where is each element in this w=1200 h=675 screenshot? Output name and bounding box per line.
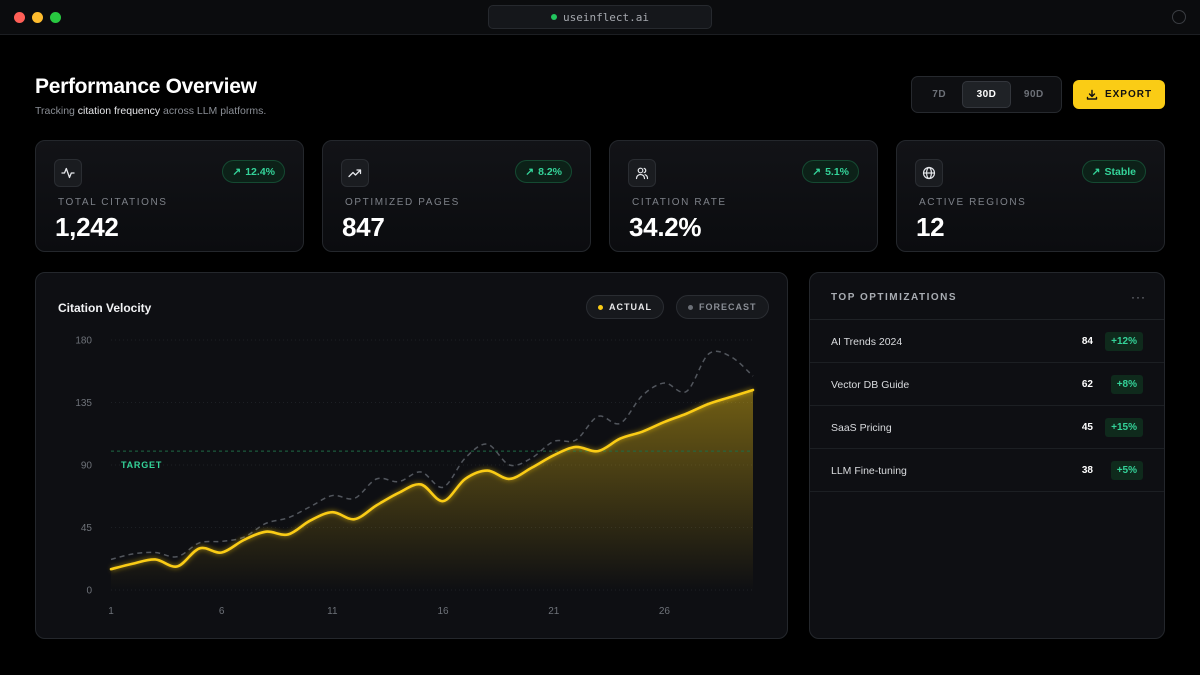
window-titlebar: useinflect.ai xyxy=(0,0,1200,35)
window-menu-icon[interactable] xyxy=(1172,10,1186,24)
page-subtitle: Tracking citation frequency across LLM p… xyxy=(35,105,267,117)
item-delta-badge: +12% xyxy=(1105,332,1143,351)
range-option-7d[interactable]: 7D xyxy=(932,89,947,100)
x-tick-label: 6 xyxy=(219,606,225,617)
stat-trend-badge: ↗ 8.2% xyxy=(515,160,572,183)
stat-value: 34.2% xyxy=(629,212,702,242)
actual-legend-dot xyxy=(598,304,603,310)
stat-card-active-regions: ↗ Stable ACTIVE REGIONS 12 xyxy=(896,140,1165,252)
arrow-up-right-icon: ↗ xyxy=(812,165,822,178)
item-name: Vector DB Guide xyxy=(831,379,910,391)
range-option-30d[interactable]: 30D xyxy=(962,81,1011,108)
list-item[interactable]: SaaS Pricing 45 +15% xyxy=(810,406,1164,449)
citation-velocity-panel: 0 45 90 135 180 1 6 11 16 21 26 TARGET Citation Vel… xyxy=(35,272,788,639)
list-item[interactable]: LLM Fine-tuning 38 +5% xyxy=(810,449,1164,492)
download-icon xyxy=(1086,89,1098,100)
stat-card-total-citations: ↗ 12.4% TOTAL CITATIONS 1,242 xyxy=(35,140,304,252)
list-item[interactable]: AI Trends 2024 84 +12% xyxy=(810,320,1164,363)
more-options-icon[interactable]: ··· xyxy=(1131,290,1146,304)
stat-trend-badge: ↗ Stable xyxy=(1081,160,1146,183)
x-tick-label: 26 xyxy=(659,606,671,617)
optimizations-list: AI Trends 2024 84 +12% Vector DB Guide 6… xyxy=(810,319,1164,492)
range-option-90d[interactable]: 90D xyxy=(1023,89,1044,100)
forecast-legend-dot xyxy=(688,304,693,310)
stat-card-optimized-pages: ↗ 8.2% OPTIMIZED PAGES 847 xyxy=(322,140,591,252)
item-delta-badge: +15% xyxy=(1105,418,1143,437)
panel-title: TOP OPTIMIZATIONS xyxy=(831,292,958,303)
export-button[interactable]: EXPORT xyxy=(1073,80,1165,109)
forecast-series-line xyxy=(110,350,754,561)
stat-card-citation-rate: ↗ 5.1% CITATION RATE 34.2% xyxy=(609,140,878,252)
activity-icon xyxy=(54,159,82,187)
arrow-up-right-icon: ↗ xyxy=(1091,165,1101,178)
x-tick-label: 11 xyxy=(327,606,338,617)
trending-up-icon xyxy=(341,159,369,187)
y-tick-label: 0 xyxy=(86,586,92,597)
users-icon xyxy=(628,159,656,187)
date-range-selector: 7D 30D 90D xyxy=(911,76,1062,113)
item-name: SaaS Pricing xyxy=(831,422,892,434)
address-bar[interactable]: useinflect.ai xyxy=(488,5,712,29)
stat-label: TOTAL CITATIONS xyxy=(58,197,168,208)
x-tick-label: 1 xyxy=(108,606,114,617)
maximize-window-button[interactable] xyxy=(50,12,61,23)
stat-trend-badge: ↗ 12.4% xyxy=(222,160,285,183)
target-label: TARGET xyxy=(121,460,162,470)
item-value: 38 xyxy=(1081,465,1093,476)
close-window-button[interactable] xyxy=(14,12,25,23)
y-tick-label: 180 xyxy=(75,336,92,347)
stat-label: ACTIVE REGIONS xyxy=(919,197,1027,208)
y-tick-label: 90 xyxy=(81,461,93,472)
address-url: useinflect.ai xyxy=(562,10,650,24)
actual-series-line xyxy=(109,388,755,571)
live-status-dot xyxy=(550,14,557,20)
y-tick-label: 45 xyxy=(81,523,93,534)
stat-value: 847 xyxy=(342,212,385,242)
item-name: AI Trends 2024 xyxy=(831,336,903,348)
minimize-window-button[interactable] xyxy=(32,12,43,23)
actual-area xyxy=(111,390,753,590)
item-value: 84 xyxy=(1081,336,1093,347)
x-tick-label: 16 xyxy=(438,606,450,617)
y-tick-label: 135 xyxy=(75,398,92,409)
stat-label: CITATION RATE xyxy=(632,197,727,208)
stat-trend-badge: ↗ 5.1% xyxy=(802,160,859,183)
item-name: LLM Fine-tuning xyxy=(831,465,907,477)
subtitle-highlight: citation frequency xyxy=(77,105,161,117)
legend-actual[interactable]: ACTUAL xyxy=(586,295,664,319)
globe-icon xyxy=(915,159,943,187)
legend-forecast[interactable]: FORECAST xyxy=(676,295,769,319)
list-item[interactable]: Vector DB Guide 62 +8% xyxy=(810,363,1164,406)
x-tick-label: 21 xyxy=(548,606,560,617)
stat-label: OPTIMIZED PAGES xyxy=(345,197,460,208)
top-optimizations-panel: TOP OPTIMIZATIONS ··· AI Trends 2024 84 … xyxy=(809,272,1165,639)
item-delta-badge: +8% xyxy=(1110,375,1143,394)
stat-value: 1,242 xyxy=(55,212,119,242)
arrow-up-right-icon: ↗ xyxy=(232,165,242,178)
item-value: 62 xyxy=(1081,379,1093,390)
item-delta-badge: +5% xyxy=(1110,461,1143,480)
arrow-up-right-icon: ↗ xyxy=(525,165,535,178)
item-value: 45 xyxy=(1081,422,1093,433)
page-title: Performance Overview xyxy=(35,75,257,98)
chart-title: Citation Velocity xyxy=(58,301,152,315)
stat-value: 12 xyxy=(916,212,945,242)
export-label: EXPORT xyxy=(1104,89,1153,100)
